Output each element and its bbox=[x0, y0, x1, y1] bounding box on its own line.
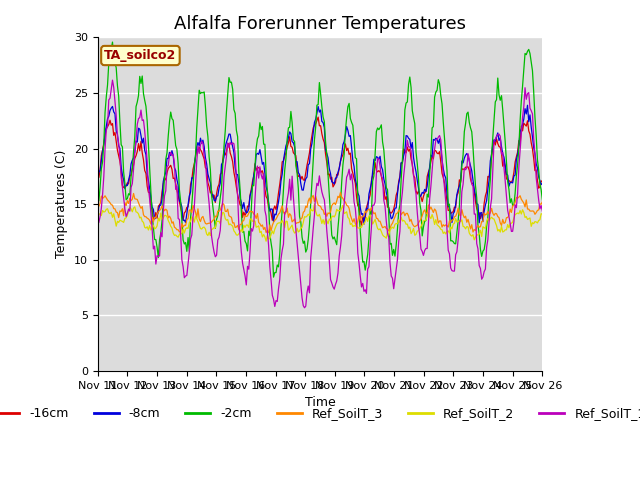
Y-axis label: Temperatures (C): Temperatures (C) bbox=[55, 150, 68, 258]
Text: TA_soilco2: TA_soilco2 bbox=[104, 49, 177, 62]
Legend: -16cm, -8cm, -2cm, Ref_SoilT_3, Ref_SoilT_2, Ref_SoilT_1: -16cm, -8cm, -2cm, Ref_SoilT_3, Ref_Soil… bbox=[0, 402, 640, 425]
Title: Alfalfa Forerunner Temperatures: Alfalfa Forerunner Temperatures bbox=[174, 15, 466, 33]
X-axis label: Time: Time bbox=[305, 396, 335, 409]
